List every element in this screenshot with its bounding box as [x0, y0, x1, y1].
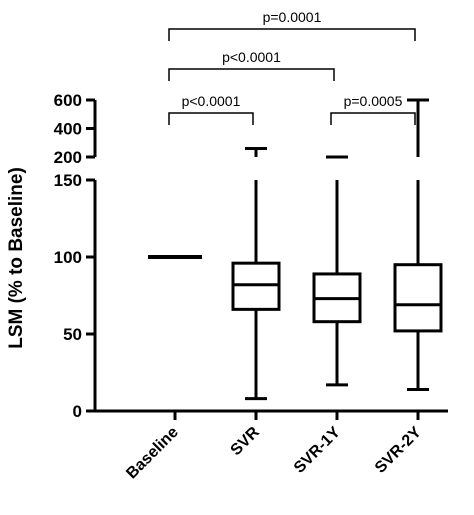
y-tick-label-400: 400 [54, 120, 82, 139]
bracket-label-baseline-svr-2y: p=0.0001 [263, 9, 322, 25]
bracket-baseline-svr [168, 112, 254, 125]
bracket-label-baseline-svr-1y: p<0.0001 [222, 49, 281, 65]
x-tick-label-baseline: Baseline [123, 424, 182, 483]
y-tick-label-600: 600 [54, 91, 82, 110]
y-tick-label-0: 0 [73, 402, 82, 421]
y-tick-label-50: 50 [63, 325, 82, 344]
x-tick-label-svr: SVR [228, 423, 264, 459]
bracket-baseline-svr-2y [168, 28, 416, 41]
bracket-label-baseline-svr: p<0.0001 [182, 93, 241, 109]
y-tick-label-100: 100 [54, 248, 82, 267]
bracket-baseline-svr-1y [168, 68, 335, 81]
x-tick-label-svr-1y: SVR-1Y [291, 424, 344, 477]
significance-brackets: p=0.0005 p<0.0001 p<0.0001 p=0.0001 [168, 9, 416, 125]
x-tick-label-svr-2y: SVR-2Y [372, 424, 425, 477]
box-svr [231, 261, 281, 311]
y-tick-label-200: 200 [54, 148, 82, 167]
boxes [148, 98, 443, 401]
bracket-label-svr-1y-svr-2y: p=0.0005 [344, 93, 403, 109]
bracket-svr-1y-svr-2y [330, 112, 416, 125]
box-svr-2y [393, 263, 443, 333]
y-tick-label-150: 150 [54, 171, 82, 190]
y-axis-label: LSM (% to Baseline) [6, 167, 27, 349]
